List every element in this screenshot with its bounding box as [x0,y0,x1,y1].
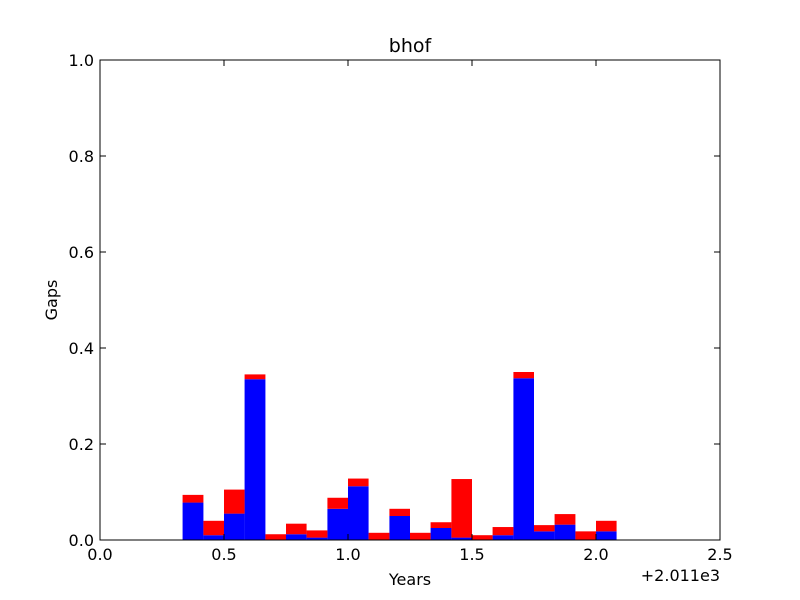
bar-series2-bin9 [348,478,369,487]
bar-series2-bin21 [596,520,617,532]
bar-series2-bin5 [265,534,286,540]
x-tick-label: 1.0 [335,545,360,564]
bar-series1-bin3 [224,513,245,540]
x-tick-label: 2.0 [583,545,608,564]
y-axis-label: Gaps [42,280,61,321]
bar-series2-bin17 [513,372,534,379]
bar-series2-bin1 [182,494,204,503]
y-tick-label: 0.0 [69,531,94,550]
bar-series2-bin2 [203,520,224,536]
bar-series1-bin4 [244,379,266,540]
bar-series2-bin16 [492,527,514,536]
bar-series1-bin7 [306,537,328,540]
bar-series2-bin18 [534,525,555,532]
bar-series1-bin9 [348,486,369,540]
bar-series1-bin8 [327,508,348,540]
x-axis-offset-label: +2.011e3 [641,566,720,585]
y-tick-label: 1.0 [69,51,94,70]
x-tick-label: 1.5 [459,545,484,564]
bar-series2-bin19 [554,514,576,525]
bar-series2-bin8 [327,497,348,509]
bar-group [182,372,617,540]
bar-series1-bin14 [451,537,472,540]
chart-title: bhof [389,35,433,57]
x-tick-label: 0.5 [211,545,236,564]
bar-series2-bin11 [389,508,410,516]
y-tick-label: 0.4 [69,339,94,358]
bar-series2-bin7 [306,530,328,538]
plot-frame [99,59,721,541]
bar-series1-bin21 [596,531,617,540]
bar-series1-bin18 [534,531,555,540]
y-tick-label: 0.6 [69,243,94,262]
bar-series2-bin10 [368,532,390,540]
tick-group: 0.0 0.5 1.0 1.5 2.0 2.5 0.0 0.2 0.4 0.6 0.8 1.0 [69,51,733,564]
bar-series2-bin20 [575,531,596,540]
bar-series2-bin4 [244,374,266,380]
bar-series1-bin19 [554,524,576,540]
bar-series1-bin1 [182,502,204,540]
bar-series2-bin12 [410,532,431,540]
bar-series1-bin17 [513,378,534,540]
bar-series2-bin14 [451,479,472,538]
bar-series1-bin2 [203,535,224,540]
bar-series1-bin16 [492,535,514,540]
x-tick-label: 0.0 [87,545,112,564]
bar-series2-bin13 [430,522,452,528]
bar-series2-bin6 [286,523,307,535]
bar-series2-bin15 [472,535,493,540]
bar-series2-bin3 [224,489,245,514]
bar-series1-bin6 [286,534,307,540]
y-tick-label: 0.2 [69,435,94,454]
bar-series1-bin13 [430,528,452,540]
x-axis-label: Years [388,570,431,589]
bar-series1-bin11 [389,516,410,540]
x-tick-label: 2.5 [707,545,732,564]
y-tick-label: 0.8 [69,147,94,166]
